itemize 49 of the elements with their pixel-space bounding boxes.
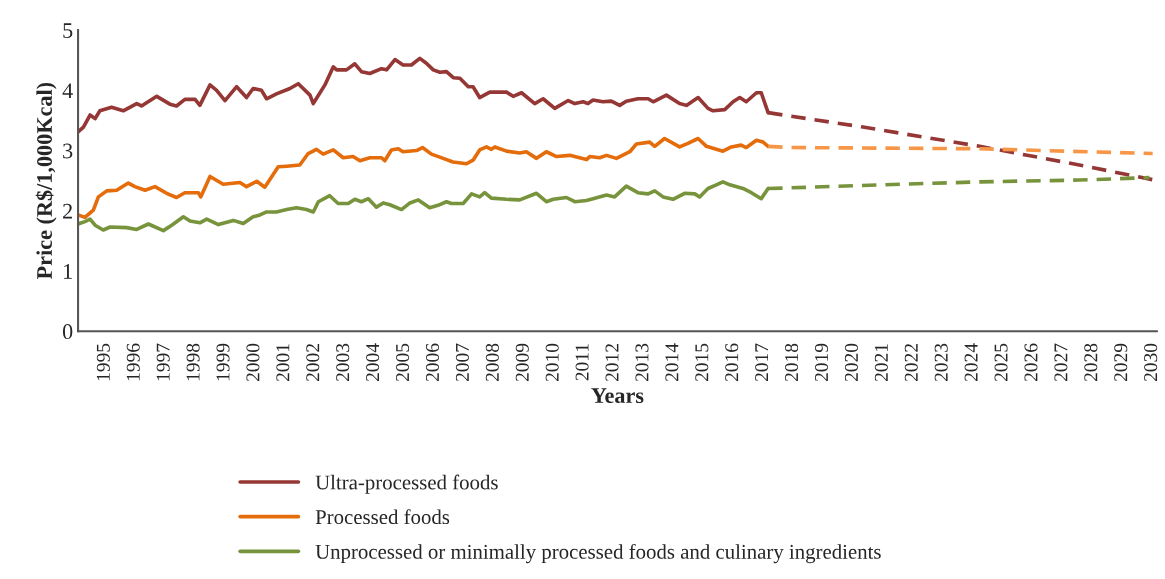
- x-tick-label: 2019: [814, 343, 829, 382]
- x-tick-label: 2007: [455, 343, 469, 382]
- x-tick-label: 2003: [336, 343, 350, 382]
- x-tick-label: 1996: [126, 343, 140, 381]
- x-tick-label: 2018: [785, 343, 799, 382]
- x-tick-label: 2026: [1024, 343, 1038, 382]
- legend-label: Ultra-processed foods: [315, 474, 498, 494]
- x-tick-label: 2027: [1054, 343, 1068, 382]
- y-tick-label: 3: [63, 143, 73, 159]
- x-tick-label: 2000: [246, 343, 260, 382]
- x-tick-label: 2017: [755, 343, 769, 382]
- x-tick-label: 2029: [1114, 343, 1128, 382]
- x-tick-label: 2028: [1084, 343, 1098, 382]
- x-tick-label: 2013: [635, 343, 649, 382]
- x-tick-label: 2010: [545, 343, 559, 382]
- y-tick-label: 0: [62, 324, 73, 340]
- line-series: [78, 136, 770, 220]
- x-tick-label: 2020: [844, 343, 858, 382]
- x-tick-label: 2022: [904, 344, 918, 382]
- x-axis-title: Years: [591, 388, 644, 404]
- x-tick-label: 2021: [874, 344, 888, 382]
- x-tick-label: 2030: [1144, 343, 1158, 382]
- y-axis-title: Price (R$/1,000Kcal): [35, 82, 57, 279]
- y-tick-label: 4: [62, 83, 73, 99]
- x-tick-label: 2009: [515, 343, 529, 382]
- x-tick-label: 2012: [605, 344, 619, 382]
- x-tick-label: 1999: [216, 343, 230, 381]
- x-tick-label: 2006: [425, 343, 440, 382]
- x-tick-label: 2008: [485, 343, 499, 382]
- x-tick-label: 2001: [276, 344, 290, 382]
- x-tick-label: 1997: [156, 343, 170, 381]
- y-tick-label: 1: [64, 264, 72, 279]
- x-tick-label: 2011: [575, 344, 589, 381]
- x-tick-label: 2005: [395, 343, 410, 382]
- legend-label: Processed foods: [315, 509, 450, 525]
- x-tick-label: 2015: [695, 343, 709, 382]
- line-series: [766, 144, 1155, 156]
- legend-label: Unprocessed or minimally processed foods and culinary ingredients: [315, 543, 881, 564]
- x-tick-label: 2023: [934, 343, 948, 382]
- x-tick-label: 1998: [186, 343, 200, 381]
- x-tick-label: 2025: [994, 343, 1008, 382]
- x-tick-label: 2002: [306, 344, 320, 382]
- y-tick-label: 2: [63, 203, 72, 219]
- x-tick-label: 2024: [964, 343, 978, 382]
- x-tick-label: 2004: [366, 343, 380, 382]
- x-tick-label: 2016: [725, 343, 739, 382]
- x-tick-label: 2014: [665, 343, 679, 382]
- x-tick-label: 1995: [96, 343, 110, 381]
- y-tick-label: 5: [63, 23, 73, 39]
